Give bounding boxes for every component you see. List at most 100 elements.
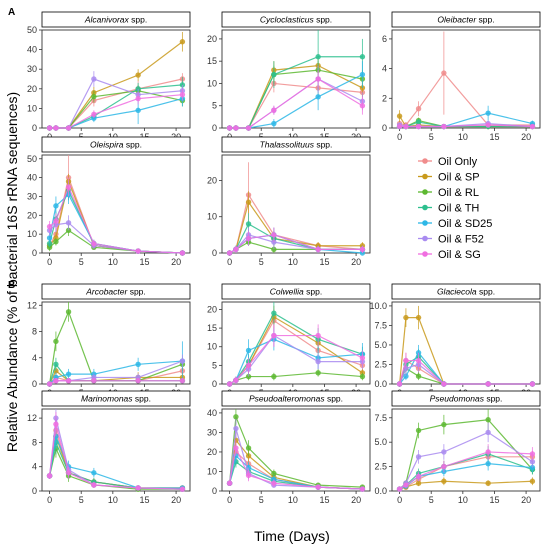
data-point: [271, 107, 277, 113]
y-tick-label: 10: [27, 103, 37, 113]
legend-label: Oil & SD25: [438, 218, 492, 230]
x-tick-label: 0: [227, 495, 232, 505]
data-point: [415, 480, 422, 486]
series-oil-th: [46, 430, 186, 492]
y-axis-title: Relative Abundance (% of bacterial 16S r…: [4, 92, 20, 452]
series-oil-f52: [46, 409, 186, 492]
data-point: [529, 123, 536, 130]
series-line: [49, 41, 183, 129]
series-oil-sp: [226, 56, 366, 131]
y-tick-label: 4: [382, 64, 387, 74]
panel-frame: [41, 301, 191, 385]
y-tick-label: 4: [32, 462, 37, 472]
panel-pseudomonas: Pseudomonas spp. 0.0 2.5 5.0 7.5 0 5 10 15 20: [374, 390, 541, 505]
x-axis-title: Time (Days): [254, 528, 330, 544]
data-point: [65, 470, 72, 476]
series-oil-sd25: [46, 424, 186, 491]
y-tick-label: 5: [212, 101, 217, 111]
series-oil-sg: [46, 88, 186, 131]
data-point: [441, 123, 447, 130]
y-tick-label: 0: [32, 379, 37, 389]
series-oil-rl: [46, 84, 186, 131]
series-oil-sg: [46, 412, 186, 492]
facet-title: Pseudoalteromonas spp.: [249, 394, 343, 404]
data-point: [226, 480, 233, 486]
legend-label: Oil & F52: [438, 234, 484, 246]
data-point: [415, 427, 422, 434]
x-tick-label: 0: [397, 132, 402, 142]
series-line: [48, 417, 183, 490]
data-point: [441, 70, 447, 76]
x-tick-label: 10: [458, 495, 468, 505]
data-point: [53, 238, 59, 245]
data-point: [315, 358, 321, 365]
y-tick-label: 30: [27, 64, 37, 74]
legend-label: Oil & RL: [438, 187, 479, 199]
data-point: [65, 309, 72, 315]
data-point: [396, 381, 403, 387]
x-tick-label: 10: [288, 495, 298, 505]
data-point: [233, 445, 239, 451]
panel-oleispira: Oleispira spp. 0 10 20 30 40 50 0 5 10 15 20: [27, 136, 191, 267]
series-line: [48, 424, 183, 490]
series-oil-sd25: [226, 61, 366, 131]
data-point: [65, 220, 72, 226]
facet-title-genus: Alcanivorax: [84, 15, 130, 25]
data-point: [65, 184, 72, 190]
y-tick-label: 12: [27, 300, 37, 310]
series-oil-sg: [226, 70, 366, 131]
series-line: [229, 74, 363, 129]
data-point: [396, 486, 403, 492]
facet-title-suffix: spp.: [325, 394, 343, 404]
data-point: [271, 232, 277, 238]
facet-strip: [41, 11, 191, 28]
data-point: [359, 71, 366, 78]
data-point: [179, 358, 186, 364]
data-point: [485, 449, 491, 455]
data-point: [271, 120, 277, 127]
y-tick-label: 15: [207, 323, 217, 333]
series-oil-sg: [46, 177, 186, 256]
panels-layer: Alcanivorax spp.0102030405005101520Cyclo…: [27, 11, 541, 505]
data-point: [245, 362, 252, 369]
x-tick-label: 10: [458, 132, 468, 142]
facet-title-genus: Oleibacter: [437, 15, 477, 25]
data-point: [485, 480, 491, 486]
data-point: [403, 314, 409, 321]
data-point: [46, 381, 53, 387]
x-tick-label: 15: [139, 257, 149, 267]
x-tick-label: 20: [351, 495, 361, 505]
x-tick-label: 5: [259, 257, 264, 267]
data-point: [359, 355, 366, 361]
y-tick-label: 10: [207, 78, 217, 88]
y-tick-label: 2.5: [374, 359, 387, 369]
data-point: [359, 486, 366, 492]
facet-title-genus: Oleispira: [90, 140, 124, 150]
x-tick-label: 5: [259, 495, 264, 505]
x-tick-label: 5: [429, 132, 434, 142]
data-point: [441, 463, 447, 470]
data-point: [245, 235, 252, 242]
data-point: [179, 91, 186, 98]
data-point: [135, 485, 141, 491]
data-point: [233, 377, 239, 383]
data-point: [91, 93, 97, 100]
legend-item-oil-rl: Oil & RL: [418, 187, 479, 199]
series-oil-th: [226, 302, 366, 387]
y-tick-label: 12: [27, 413, 37, 423]
data-point: [529, 478, 536, 484]
data-point: [396, 113, 403, 119]
panel-colwellia: Colwellia spp.0510152005101520: [207, 283, 371, 398]
x-tick-label: 10: [288, 257, 298, 267]
data-point: [135, 361, 141, 368]
data-point: [415, 119, 422, 125]
data-point: [91, 240, 97, 247]
legend-item-oil-sd25: Oil & SD25: [418, 218, 492, 230]
data-point: [485, 110, 491, 116]
y-tick-label: 15: [207, 56, 217, 66]
data-point: [415, 105, 422, 112]
series-line: [49, 446, 183, 490]
y-tick-label: 0: [212, 248, 217, 258]
